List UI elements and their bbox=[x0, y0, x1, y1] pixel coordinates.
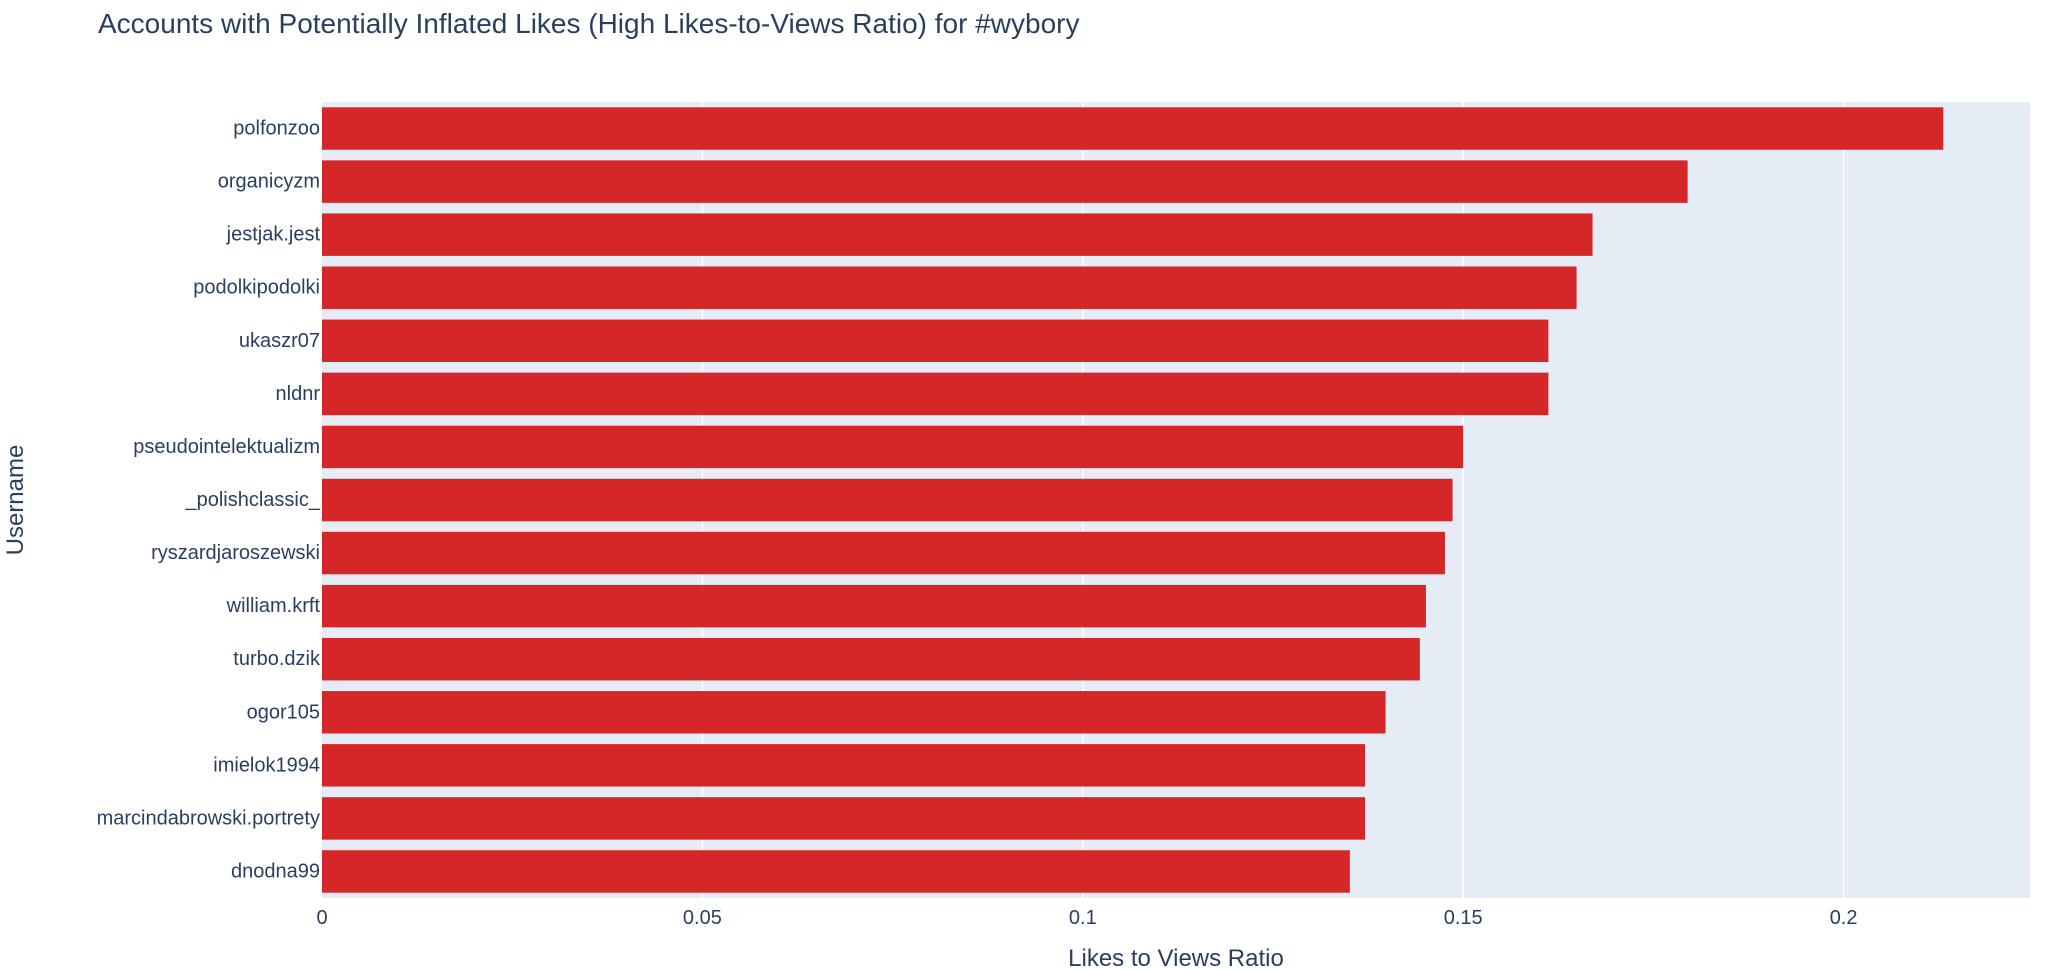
bars bbox=[322, 107, 1944, 893]
x-tick-label: 0.15 bbox=[1444, 907, 1483, 929]
x-tick-label: 0.1 bbox=[1069, 907, 1097, 929]
bar[interactable] bbox=[322, 850, 1350, 893]
y-tick-label: organicyzm bbox=[218, 171, 320, 193]
y-tick-label: polfonzoo bbox=[233, 118, 320, 140]
y-tick-labels: polfonzoo organicyzm jestjak.jest podolkipo… bbox=[97, 118, 321, 883]
chart-title: Accounts with Potentially Inflated Likes… bbox=[98, 8, 1079, 39]
y-tick-label: ukaszr07 bbox=[239, 330, 320, 352]
bar[interactable] bbox=[322, 691, 1386, 734]
bar[interactable] bbox=[322, 744, 1366, 787]
bar[interactable] bbox=[322, 531, 1445, 575]
y-axis-title: Username bbox=[2, 445, 29, 556]
y-tick-label: jestjak.jest bbox=[226, 224, 321, 246]
bar[interactable] bbox=[322, 425, 1464, 469]
bar[interactable] bbox=[322, 266, 1577, 309]
bar[interactable] bbox=[322, 107, 1944, 150]
y-tick-label: william.krft bbox=[226, 595, 321, 617]
x-tick-labels: 0 0.05 0.1 0.15 0.2 bbox=[316, 907, 1857, 929]
bar[interactable] bbox=[322, 797, 1366, 840]
y-tick-label: dnodna99 bbox=[231, 860, 320, 882]
bar[interactable] bbox=[322, 319, 1549, 363]
y-tick-label: turbo.dzik bbox=[233, 648, 321, 670]
bar[interactable] bbox=[322, 637, 1420, 681]
x-tick-label: 0.05 bbox=[683, 907, 722, 929]
y-tick-label: podolkipodolki bbox=[193, 277, 320, 299]
y-tick-label: pseudointelektualizm bbox=[133, 436, 320, 458]
x-tick-label: 0 bbox=[316, 907, 327, 929]
y-tick-label: imielok1994 bbox=[213, 754, 320, 776]
y-tick-label: ryszardjaroszewski bbox=[151, 542, 320, 564]
y-tick-label: marcindabrowski.portrety bbox=[97, 807, 320, 829]
y-tick-label: _polishclassic_ bbox=[184, 489, 320, 511]
x-tick-label: 0.2 bbox=[1830, 907, 1858, 929]
y-tick-label: ogor105 bbox=[247, 701, 320, 723]
x-axis-title: Likes to Views Ratio bbox=[1068, 945, 1284, 970]
bar[interactable] bbox=[322, 160, 1688, 203]
y-tick-label: nldnr bbox=[276, 383, 321, 405]
bar[interactable] bbox=[322, 478, 1453, 522]
bar[interactable] bbox=[322, 584, 1426, 628]
bar[interactable] bbox=[322, 372, 1549, 416]
bar[interactable] bbox=[322, 213, 1593, 256]
